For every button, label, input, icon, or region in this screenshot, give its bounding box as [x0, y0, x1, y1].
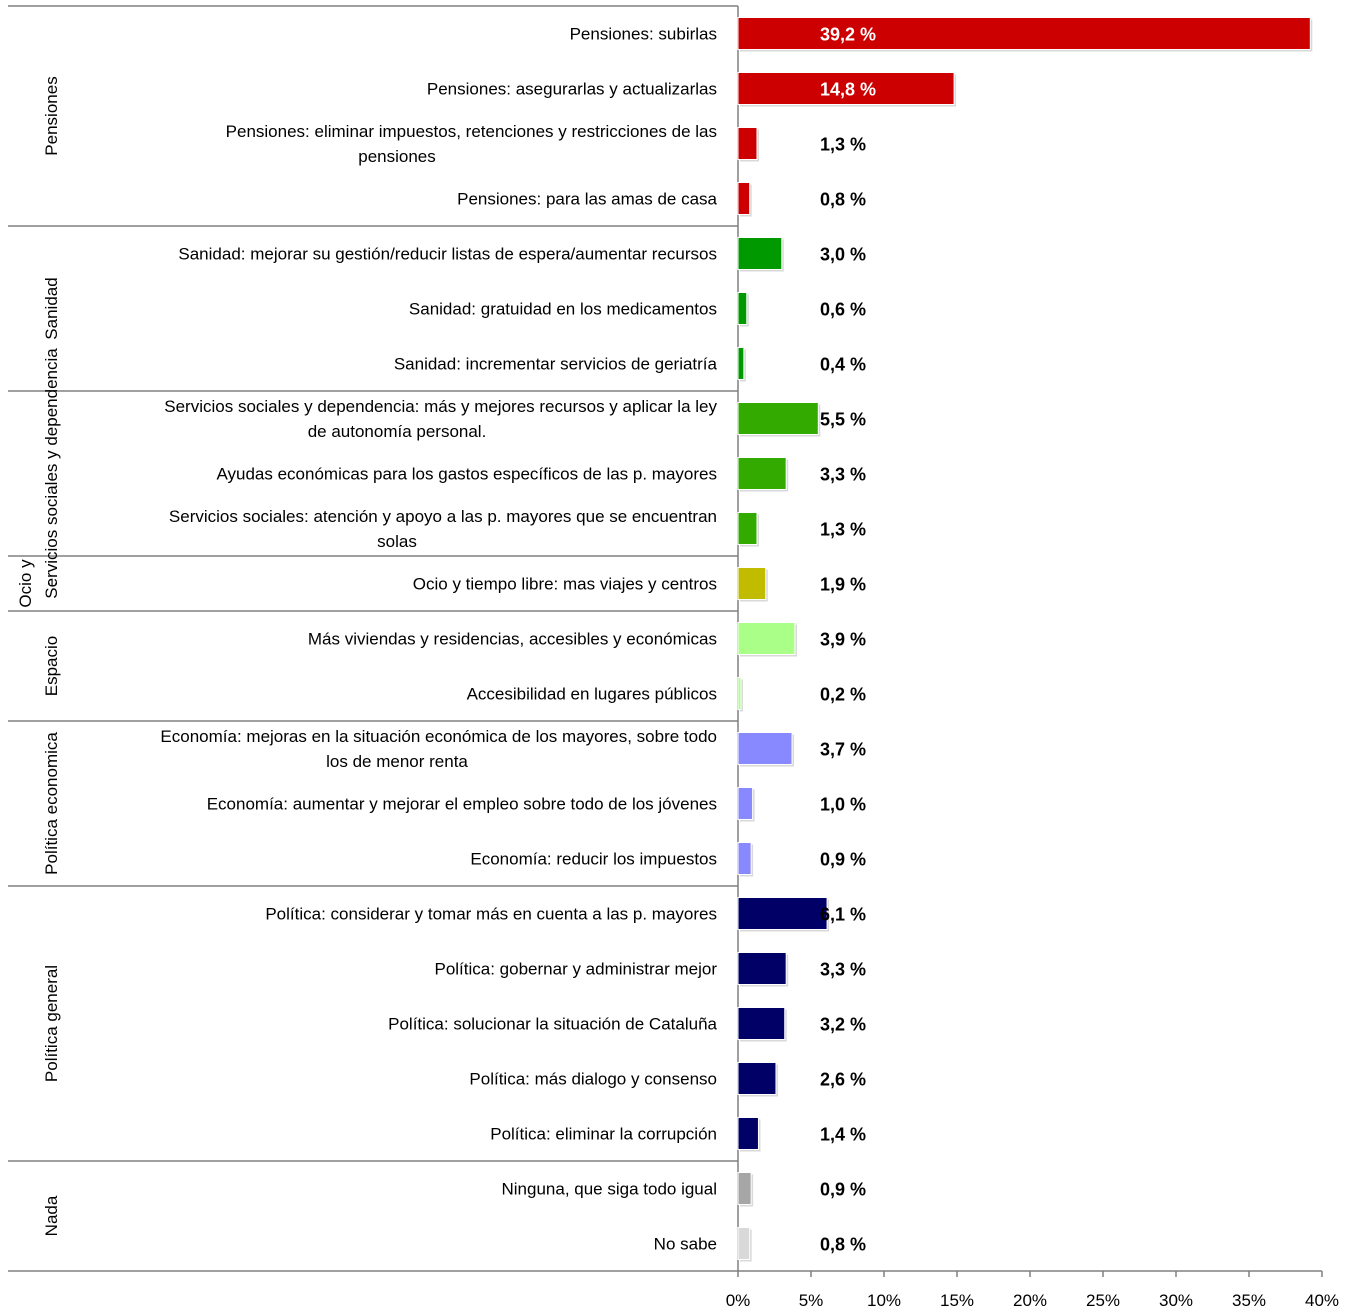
bar: [737, 292, 748, 325]
group-label: Sanidad: [42, 277, 61, 339]
group-label: Pensiones: [42, 76, 61, 155]
category-label: No sabe: [654, 1235, 717, 1254]
data-label: 3,9 %: [820, 630, 866, 650]
category-label: los de menor renta: [326, 752, 468, 771]
x-tick-label: 35%: [1232, 1291, 1266, 1310]
category-label: Sanidad: gratuidad en los medicamentos: [409, 300, 717, 319]
data-label: 0,9 %: [820, 1180, 866, 1200]
category-label: Economía: aumentar y mejorar el empleo s…: [207, 795, 717, 814]
data-label: 0,2 %: [820, 685, 866, 705]
category-label: Accesibilidad en lugares públicos: [467, 685, 717, 704]
bar: [737, 402, 819, 435]
category-label: Política: gobernar y administrar mejor: [434, 960, 717, 979]
x-tick-label: 20%: [1013, 1291, 1047, 1310]
bar: [737, 732, 793, 765]
bar: [737, 1062, 777, 1095]
data-label: 0,9 %: [820, 850, 866, 870]
bar: [737, 787, 754, 820]
category-label: Ocio y tiempo libre: mas viajes y centro…: [413, 575, 717, 594]
group-label: Nada: [42, 1195, 61, 1236]
category-label: Política: solucionar la situación de Cat…: [388, 1015, 717, 1034]
x-tick-label: 10%: [867, 1291, 901, 1310]
bar: [737, 1227, 751, 1260]
data-label: 3,3 %: [820, 465, 866, 485]
category-label: Política: eliminar la corrupción: [490, 1125, 717, 1144]
data-label: 0,8 %: [820, 190, 866, 210]
data-label: 1,3 %: [820, 135, 866, 155]
bar: [737, 182, 751, 215]
bar: [737, 1117, 759, 1150]
category-label: Política: más dialogo y consenso: [469, 1070, 717, 1089]
bar: [737, 237, 783, 270]
bar: [737, 842, 752, 875]
group-label: Espacio: [42, 636, 61, 696]
bar: [737, 127, 758, 160]
x-tick-label: 5%: [799, 1291, 824, 1310]
bar-shadow: [740, 679, 743, 712]
data-label: 1,3 %: [820, 520, 866, 540]
category-label: Pensiones: asegurarlas y actualizarlas: [427, 80, 717, 99]
x-tick-label: 30%: [1159, 1291, 1193, 1310]
category-label: Sanidad: mejorar su gestión/reducir list…: [178, 245, 717, 264]
group-label-secondary: :: [42, 581, 61, 586]
bar: [737, 567, 767, 600]
category-label: pensiones: [358, 147, 436, 166]
data-label: 0,8 %: [820, 1235, 866, 1255]
group-label: Ocio y: [16, 559, 35, 608]
data-label: 14,8 %: [820, 80, 876, 100]
category-label: solas: [377, 532, 417, 551]
bar: [737, 512, 758, 545]
data-label: 6,1 %: [820, 905, 866, 925]
bar: [737, 72, 955, 105]
x-tick-label: 0%: [726, 1291, 751, 1310]
bar: [737, 622, 796, 655]
bar: [737, 1007, 786, 1040]
data-label: 5,5 %: [820, 410, 866, 430]
data-label: 1,4 %: [820, 1125, 866, 1145]
data-label: 1,9 %: [820, 575, 866, 595]
data-label: 3,0 %: [820, 245, 866, 265]
x-tick-label: 15%: [940, 1291, 974, 1310]
group-label: Servicios sociales y dependencia: [42, 348, 61, 599]
bar: [737, 952, 787, 985]
group-label: Política economica: [42, 732, 61, 875]
category-label: Más viviendas y residencias, accesibles …: [308, 630, 717, 649]
category-label: de autonomía personal.: [308, 422, 487, 441]
bar: [737, 347, 745, 380]
category-label: Pensiones: para las amas de casa: [457, 190, 717, 209]
category-label: Economía: mejoras en la situación económ…: [160, 727, 717, 746]
category-label: Ayudas económicas para los gastos especí…: [216, 465, 717, 484]
category-label: Ninguna, que siga todo igual: [502, 1180, 718, 1199]
bar: [737, 457, 787, 490]
data-label: 3,7 %: [820, 740, 866, 760]
category-label: Política: considerar y tomar más en cuen…: [265, 905, 717, 924]
category-label: Servicios sociales y dependencia: más y …: [164, 397, 717, 416]
bar: [737, 897, 828, 930]
category-label: Sanidad: incrementar servicios de geriat…: [394, 355, 718, 374]
data-label: 39,2 %: [820, 25, 876, 45]
data-label: 0,4 %: [820, 355, 866, 375]
x-tick-label: 40%: [1305, 1291, 1339, 1310]
category-label: Servicios sociales: atención y apoyo a l…: [169, 507, 717, 526]
bar: [737, 677, 742, 710]
data-label: 2,6 %: [820, 1070, 866, 1090]
category-label: Pensiones: subirlas: [570, 25, 717, 44]
category-label: Pensiones: eliminar impuestos, retencion…: [226, 122, 717, 141]
data-label: 3,3 %: [820, 960, 866, 980]
x-tick-label: 25%: [1086, 1291, 1120, 1310]
data-label: 0,6 %: [820, 300, 866, 320]
bar: [737, 1172, 752, 1205]
bar: [737, 17, 1311, 50]
data-label: 1,0 %: [820, 795, 866, 815]
data-label: 3,2 %: [820, 1015, 866, 1035]
category-label: Economía: reducir los impuestos: [470, 850, 717, 869]
group-label: Política general: [42, 965, 61, 1082]
